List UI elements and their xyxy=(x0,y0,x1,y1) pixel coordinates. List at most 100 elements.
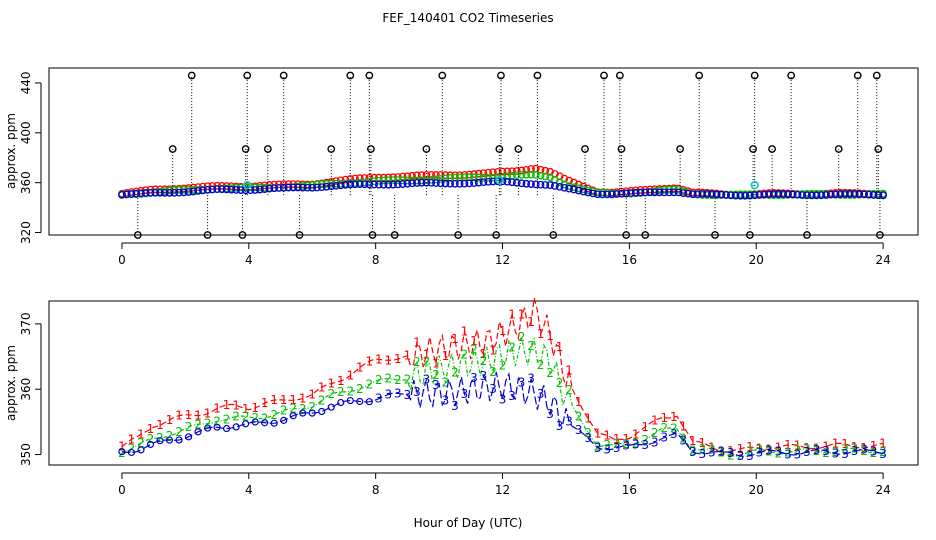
x-tick-label: 8 xyxy=(372,253,380,267)
series-marker-2: 2 xyxy=(584,426,592,440)
series-marker-3: 3 xyxy=(718,444,726,458)
series-marker-3: 3 xyxy=(394,386,402,400)
top-point-3 xyxy=(194,187,202,195)
series-marker-3: 3 xyxy=(546,407,554,421)
series-marker-3: 3 xyxy=(756,446,764,460)
series-marker-3: 3 xyxy=(737,449,745,463)
series-marker-3: 3 xyxy=(375,392,383,406)
top-point-1 xyxy=(403,172,412,181)
top-point-3 xyxy=(736,191,745,200)
series-marker-2: 2 xyxy=(451,365,459,379)
series-marker-2: 2 xyxy=(194,417,202,431)
top-point-3 xyxy=(565,184,573,193)
series-marker-2: 2 xyxy=(775,446,783,460)
top-point-3 xyxy=(593,190,602,199)
top-point-3 xyxy=(203,186,212,194)
y-tick-label: 370 xyxy=(19,312,33,335)
series-marker-3: 3 xyxy=(489,382,497,396)
top-point-2 xyxy=(436,175,445,183)
series-marker-1: 1 xyxy=(299,392,307,406)
top-point-1 xyxy=(512,167,521,175)
top-point-3 xyxy=(379,180,388,189)
top-point-3 xyxy=(370,180,378,189)
top-point-3 xyxy=(217,185,226,194)
series-marker-2: 2 xyxy=(784,446,792,460)
top-point-3 xyxy=(470,179,478,187)
top-point-3 xyxy=(455,179,464,188)
top-point-3 xyxy=(374,180,383,189)
series-marker-2: 2 xyxy=(175,425,183,439)
series-marker-2: 2 xyxy=(756,443,764,457)
spike-point xyxy=(695,71,704,80)
series-marker-2: 2 xyxy=(385,372,393,386)
top-point-2 xyxy=(512,171,521,180)
spike-point xyxy=(495,145,504,153)
top-point-3 xyxy=(451,179,459,188)
spike-point xyxy=(711,231,719,239)
series-marker-1: 1 xyxy=(756,441,764,455)
top-point-3 xyxy=(256,185,264,194)
series-marker-1: 1 xyxy=(251,401,259,415)
top-point-3 xyxy=(788,190,797,199)
panel-top-frame xyxy=(48,67,919,236)
series-marker-2: 2 xyxy=(346,384,354,398)
series-marker-3: 3 xyxy=(594,441,602,455)
spike-point xyxy=(514,145,523,153)
series-marker-3: 3 xyxy=(784,447,792,461)
top-point-3 xyxy=(679,189,688,197)
series-point-3 xyxy=(327,403,335,411)
series-point-3 xyxy=(365,398,373,406)
series-marker-1: 1 xyxy=(289,393,297,407)
series-marker-2: 2 xyxy=(480,354,488,368)
series-marker-3: 3 xyxy=(851,444,859,458)
top-point-3 xyxy=(493,177,502,186)
series-marker-2: 2 xyxy=(699,442,707,456)
series-marker-1: 1 xyxy=(565,363,573,377)
top-point-3 xyxy=(531,180,540,189)
top-point-3 xyxy=(260,185,269,194)
series-marker-1: 1 xyxy=(204,407,212,421)
series-marker-2: 2 xyxy=(442,376,450,390)
series-marker-1: 1 xyxy=(803,441,811,455)
panel-top-y-axis: 320 360 400 440 xyxy=(19,72,42,244)
highlight-point xyxy=(243,180,252,190)
series-marker-3: 3 xyxy=(689,445,697,459)
series-marker-1: 1 xyxy=(613,432,621,446)
series-marker-2: 2 xyxy=(394,373,402,387)
x-tick-label: 16 xyxy=(622,483,637,497)
series-marker-1: 1 xyxy=(480,347,488,361)
series-marker-2: 2 xyxy=(356,382,364,396)
top-point-3 xyxy=(779,190,788,198)
series-marker-3: 3 xyxy=(442,393,450,407)
series-marker-2: 2 xyxy=(166,429,174,443)
top-point-3 xyxy=(627,189,635,197)
spike-point xyxy=(872,71,881,80)
top-point-1 xyxy=(565,176,573,185)
series-marker-2: 2 xyxy=(375,373,383,387)
series-marker-1: 1 xyxy=(794,438,802,452)
series-marker-2: 2 xyxy=(860,444,868,458)
series-marker-1: 1 xyxy=(603,429,611,443)
series-marker-2: 2 xyxy=(641,433,649,447)
top-point-3 xyxy=(522,179,531,188)
series-marker-2: 2 xyxy=(232,409,240,423)
top-point-3 xyxy=(722,191,730,199)
top-point-3 xyxy=(403,179,412,188)
series-marker-2: 2 xyxy=(765,444,773,458)
panel-bottom-y-axis: 350 360 370 xyxy=(19,312,42,466)
top-point-3 xyxy=(669,188,678,197)
top-point-2 xyxy=(517,171,526,179)
top-point-3 xyxy=(146,188,155,197)
panel-bottom-frame xyxy=(48,300,919,466)
spike-point xyxy=(367,145,375,153)
series-marker-1: 1 xyxy=(166,413,174,427)
series-marker-2: 2 xyxy=(489,365,497,379)
x-tick-label: 12 xyxy=(495,483,510,497)
series-marker-2: 2 xyxy=(289,402,297,416)
series-marker-2: 2 xyxy=(565,383,573,397)
top-point-3 xyxy=(589,189,597,198)
top-point-3 xyxy=(688,190,697,199)
top-point-3 xyxy=(798,191,807,199)
series-marker-2: 2 xyxy=(527,339,535,353)
